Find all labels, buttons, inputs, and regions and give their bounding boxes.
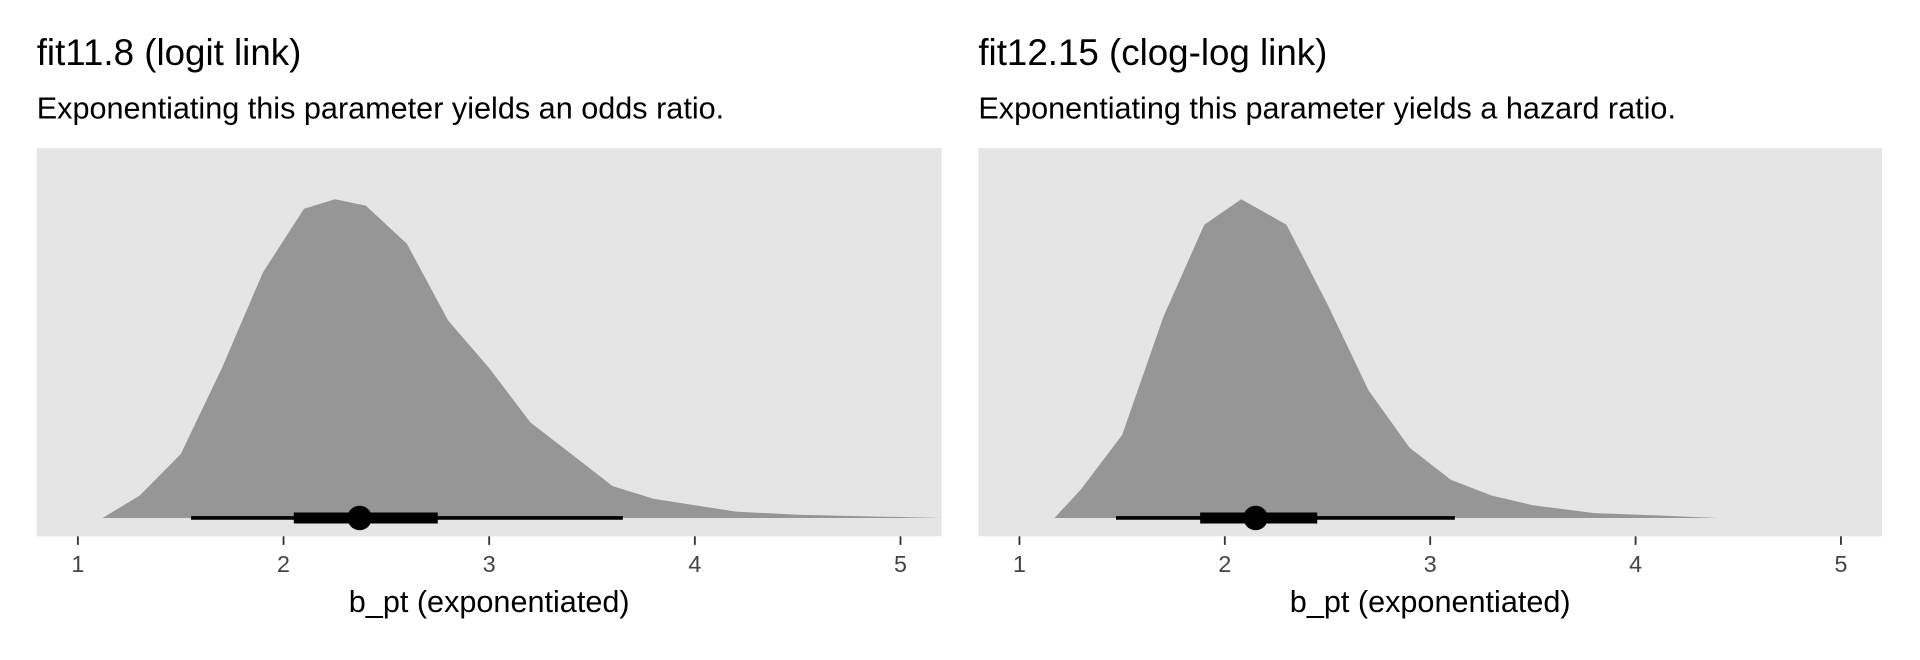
x-tick-label: 4 xyxy=(688,551,701,577)
chart-subtitle: Exponentiating this parameter yields an … xyxy=(37,91,724,125)
chart-subtitle: Exponentiating this parameter yields a h… xyxy=(978,91,1676,125)
x-tick-label: 1 xyxy=(71,551,84,577)
x-tick-label: 4 xyxy=(1629,551,1642,577)
chart-title: fit11.8 (logit link) xyxy=(37,32,302,73)
x-tick-label: 3 xyxy=(1424,551,1437,577)
point-estimate xyxy=(347,505,372,531)
x-tick-label: 2 xyxy=(1218,551,1231,577)
density-area xyxy=(1054,199,1718,518)
chart-title: fit12.15 (clog-log link) xyxy=(978,32,1327,73)
x-tick-label: 3 xyxy=(483,551,496,577)
x-tick-label: 2 xyxy=(277,551,290,577)
x-tick-label: 5 xyxy=(894,551,907,577)
x-tick-label: 5 xyxy=(1834,551,1847,577)
point-estimate xyxy=(1243,505,1268,531)
x-axis-title: b_pt (exponentiated) xyxy=(1290,585,1571,619)
x-tick-label: 1 xyxy=(1013,551,1026,577)
density-area xyxy=(102,199,942,518)
x-axis-title: b_pt (exponentiated) xyxy=(349,585,630,619)
